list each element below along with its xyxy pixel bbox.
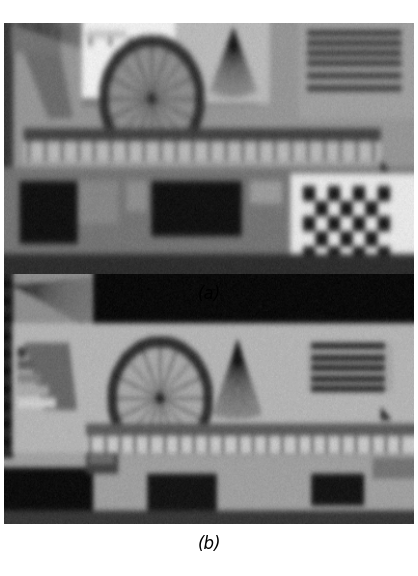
Text: (a): (a) [197, 285, 221, 303]
Text: (b): (b) [197, 535, 221, 554]
